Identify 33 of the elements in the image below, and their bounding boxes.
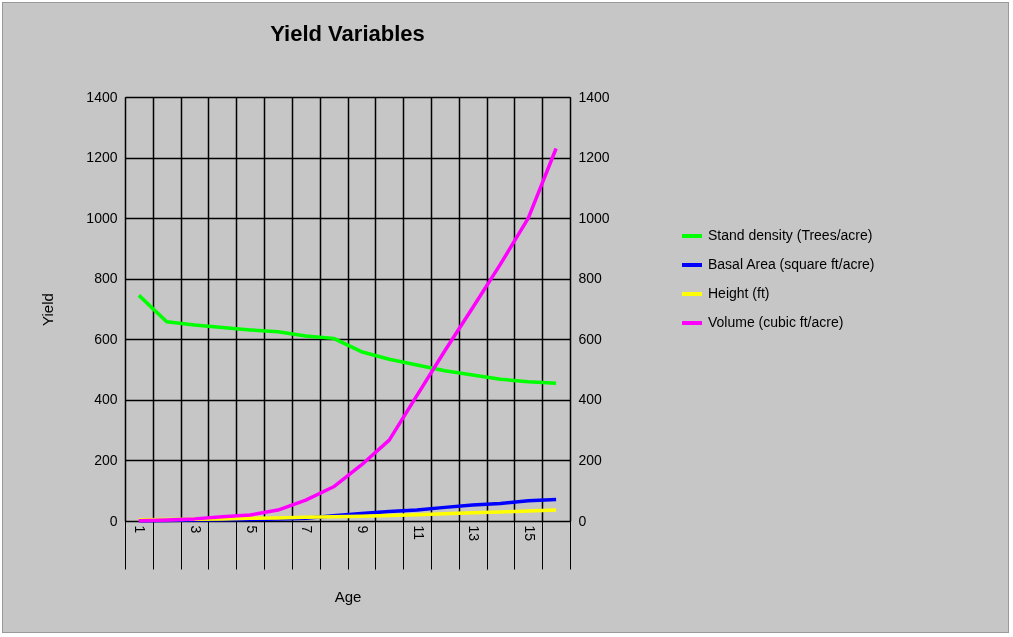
y2-tick-label: 200 xyxy=(578,451,603,468)
x-tick-label: 3 xyxy=(188,525,205,534)
y-tick-label: 800 xyxy=(94,270,118,287)
y-tick-label: 200 xyxy=(94,451,118,468)
y-tick-label: 1000 xyxy=(86,209,118,226)
line-series xyxy=(137,146,558,523)
x-tick-label: 15 xyxy=(521,525,538,542)
legend-label: Height (ft) xyxy=(708,285,770,301)
y-axis-title: Yield xyxy=(39,293,57,326)
line-series xyxy=(137,293,558,385)
y-tick-label: 1200 xyxy=(86,149,118,166)
y-tick-label: 0 xyxy=(109,512,118,529)
y-tick-label: 400 xyxy=(94,391,118,408)
legend-label: Volume (cubic ft/acre) xyxy=(708,314,844,330)
x-axis-title: Age xyxy=(334,588,362,605)
y2-tick-label: 0 xyxy=(578,512,587,529)
legend-label: Stand density (Trees/acre) xyxy=(708,227,873,243)
x-tick-label: 13 xyxy=(466,525,483,542)
x-tick-label: 5 xyxy=(243,525,260,534)
y2-tick-label: 400 xyxy=(578,391,603,408)
y2-tick-label: 1000 xyxy=(578,209,610,226)
y-tick-label: 600 xyxy=(94,330,118,347)
legend-label: Basal Area (square ft/acre) xyxy=(708,256,875,272)
y2-tick-label: 1400 xyxy=(578,88,610,105)
x-tick-label: 11 xyxy=(410,525,427,541)
x-tick-label: 1 xyxy=(132,525,149,534)
chart-title: Yield Variables xyxy=(270,21,425,46)
y2-tick-label: 600 xyxy=(578,330,603,347)
x-tick-label: 9 xyxy=(354,525,371,534)
y2-tick-label: 1200 xyxy=(578,149,610,166)
y2-tick-label: 800 xyxy=(578,270,603,287)
x-tick-label: 7 xyxy=(299,525,316,534)
y-tick-label: 1400 xyxy=(86,88,118,105)
